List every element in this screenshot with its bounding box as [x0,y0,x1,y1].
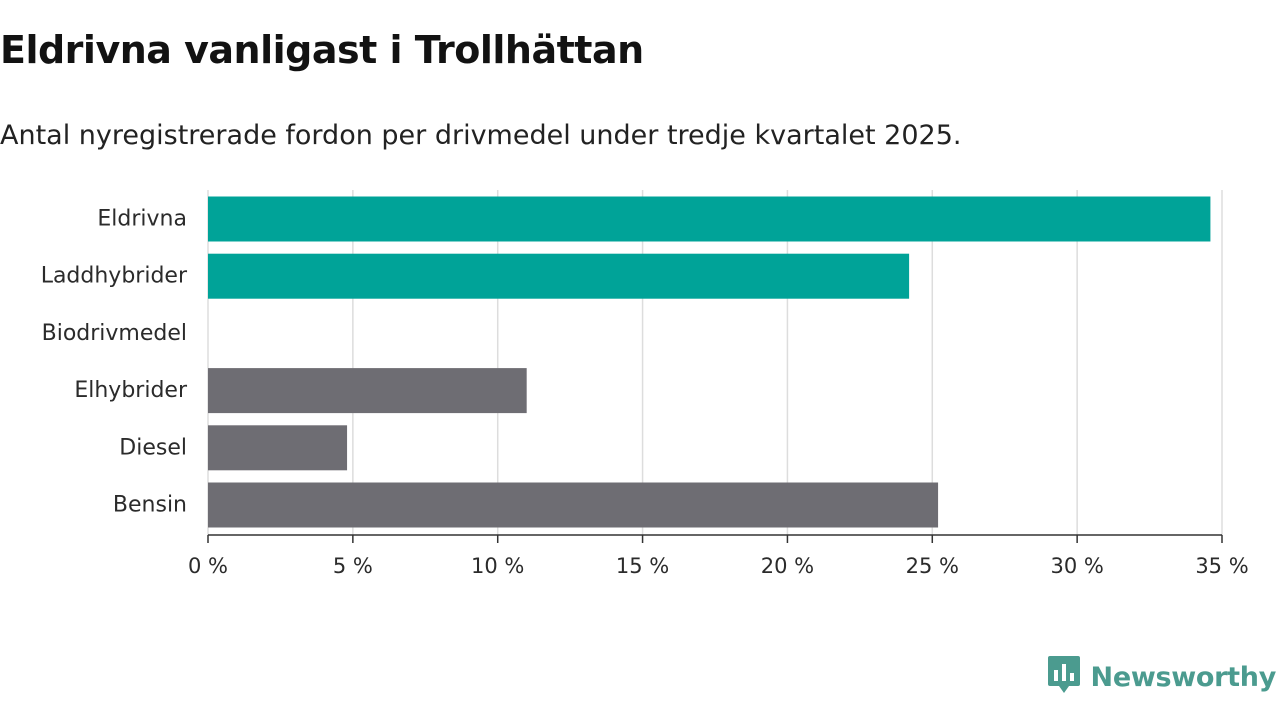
category-label-biodrivmedel: Biodrivmedel [42,321,187,346]
newsworthy-logo-text: Newsworthy [1090,661,1277,693]
x-tick-label-3: 15 % [616,554,669,578]
bar-laddhybrider [208,253,910,299]
x-tick-label-2: 10 % [471,554,524,578]
newsworthy-logo-icon [1047,655,1081,699]
bar-elhybrider [208,368,527,414]
bar-eldrivna [208,196,1211,242]
category-label-bensin: Bensin [113,493,187,518]
category-label-diesel: Diesel [119,435,187,460]
category-label-elhybrider: Elhybrider [74,378,188,403]
x-tick-label-0: 0 % [188,554,228,578]
x-axis: 0 % 5 % 10 % 15 % 20 % 25 % 30 % 35 % [188,534,1249,578]
bars [208,196,1211,528]
bar-diesel [208,425,348,471]
bar-chart: Eldrivna Laddhybrider Biodrivmedel Elhybrid… [41,190,1249,578]
x-tick-label-4: 20 % [761,554,814,578]
category-labels: Eldrivna Laddhybrider Biodrivmedel Elhybrid… [41,207,188,518]
x-tick-label-7: 35 % [1195,554,1248,578]
category-label-laddhybrider: Laddhybrider [41,264,188,289]
x-tick-label-6: 30 % [1050,554,1103,578]
chart-title: Eldrivna vanligast i Trollhättan [0,28,644,72]
gridlines [207,190,1223,535]
x-tick-label-5: 25 % [906,554,959,578]
x-tick-label-1: 5 % [333,554,373,578]
bar-bensin [208,482,939,528]
newsworthy-logo: Newsworthy [1047,655,1276,699]
category-label-eldrivna: Eldrivna [97,207,187,232]
chart-subtitle: Antal nyregistrerade fordon per drivmede… [0,120,962,151]
